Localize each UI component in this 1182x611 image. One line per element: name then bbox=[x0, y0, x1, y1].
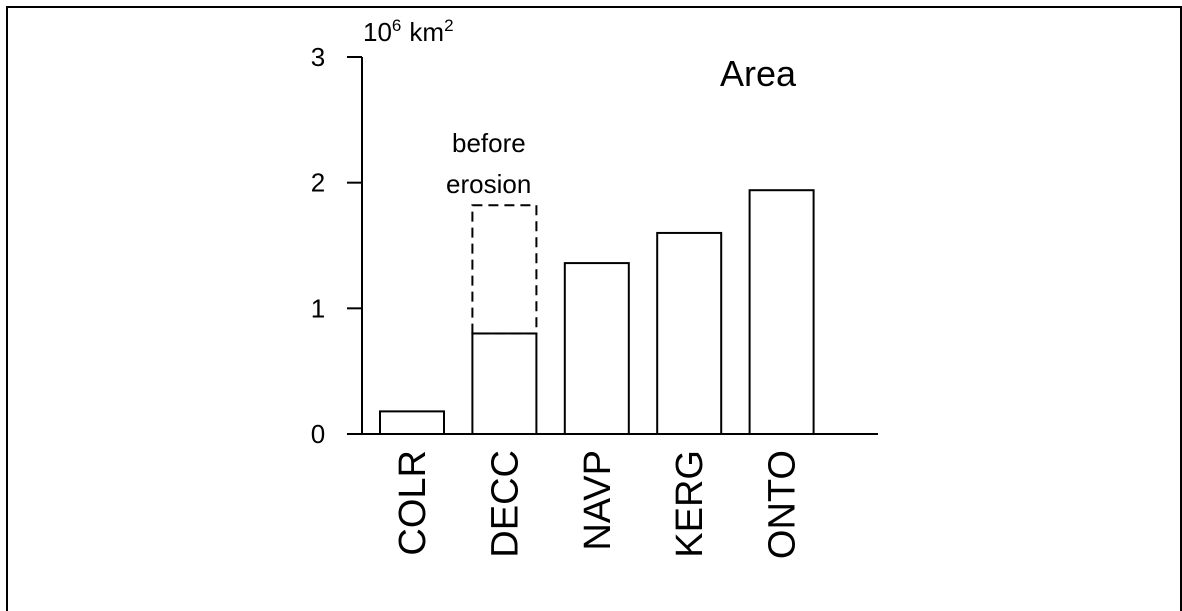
y-tick-label: 1 bbox=[311, 293, 325, 323]
bars bbox=[379, 189, 815, 436]
bar-decc bbox=[471, 332, 538, 436]
x-tick-label-kerg: KERG bbox=[669, 450, 711, 558]
bar-kerg bbox=[656, 231, 723, 435]
x-tick-label-decc: DECC bbox=[484, 450, 526, 558]
bar-navp bbox=[563, 262, 630, 435]
y-unit-label: 106 km2 bbox=[363, 16, 454, 47]
overlay-label-line-1: before bbox=[452, 128, 526, 158]
bar-colr bbox=[379, 410, 445, 436]
x-tick-labels: COLR DECC NAVP KERG ONTO bbox=[392, 450, 804, 559]
x-tick-label-colr: COLR bbox=[392, 450, 434, 556]
x-tick-label-navp: NAVP bbox=[577, 450, 619, 551]
x-tick-label-onto: ONTO bbox=[762, 450, 804, 559]
chart-frame bbox=[6, 6, 1182, 611]
bar-onto bbox=[748, 189, 815, 435]
y-tick-label: 3 bbox=[311, 42, 325, 72]
chart-title: Area bbox=[720, 53, 797, 94]
y-tick-label: 2 bbox=[311, 168, 325, 198]
y-ticks: 0 1 2 3 bbox=[311, 42, 362, 449]
overlay-label-line-2: erosion bbox=[446, 169, 531, 199]
bar-decc-before-erosion bbox=[471, 204, 538, 335]
y-tick-label: 0 bbox=[311, 419, 325, 449]
